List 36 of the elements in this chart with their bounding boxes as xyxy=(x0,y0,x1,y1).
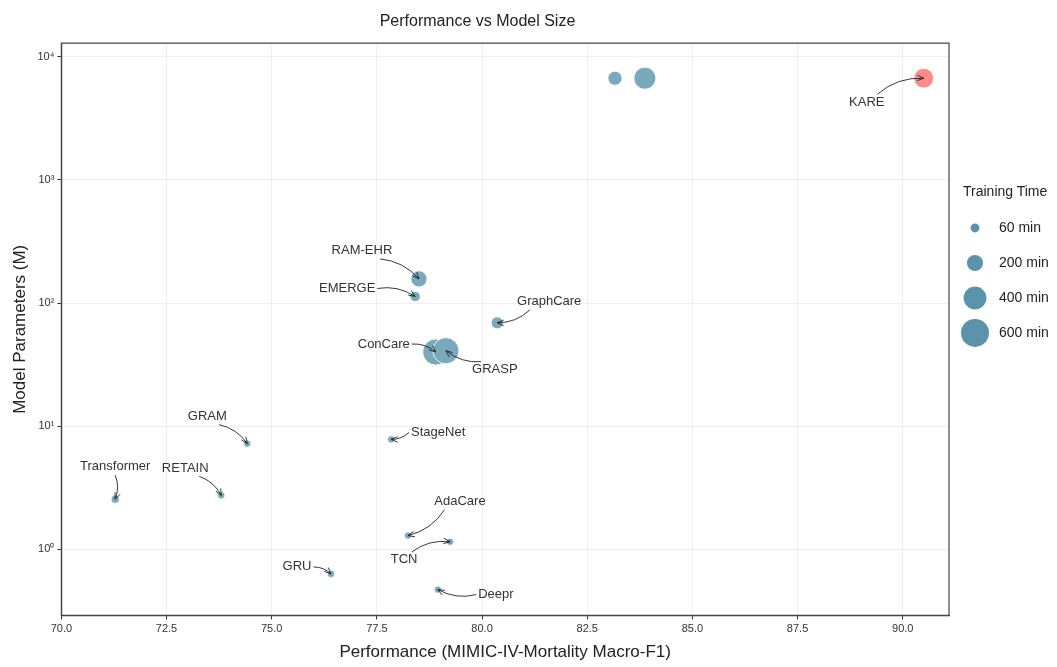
x-tick-label: 77.5 xyxy=(366,622,388,635)
y-tick-label: 10¹ xyxy=(38,419,55,432)
y-tick-label: 10² xyxy=(38,296,55,309)
annotation: Transformer xyxy=(80,457,152,473)
annotation: GRU xyxy=(282,558,312,574)
y-tick-label: 10⁴ xyxy=(37,49,55,62)
annotation: GraphCare xyxy=(517,293,582,309)
legend-label: 400 min xyxy=(999,288,1049,305)
annotation: AdaCare xyxy=(434,493,486,509)
x-tick-label: 72.5 xyxy=(155,622,178,635)
annotation: RETAIN xyxy=(161,459,209,475)
annotation: ConCare xyxy=(357,335,410,351)
x-tick-label: 90.0 xyxy=(892,622,914,635)
annotation: KARE xyxy=(849,93,885,109)
y-tick-label: 10⁰ xyxy=(38,542,55,555)
annotation: RAM-EHR xyxy=(331,242,393,258)
y-tick-label: 10³ xyxy=(38,172,55,185)
annotation: GRAM xyxy=(187,408,227,424)
y-axis-title: Model Parameters (M) xyxy=(9,244,29,414)
x-tick-label: 70.0 xyxy=(50,622,73,635)
x-axis-title: Performance (MIMIC-IV-Mortality Macro-F1) xyxy=(339,642,671,662)
annotation: TCN xyxy=(390,551,418,567)
annotation: GRASP xyxy=(472,361,518,377)
annotation: Deepr xyxy=(478,586,515,602)
annotation: StageNet xyxy=(411,423,466,439)
legend-title: Training Time xyxy=(963,182,1048,199)
legend-label: 600 min xyxy=(999,323,1049,340)
x-tick-label: 75.0 xyxy=(260,622,283,635)
x-tick-label: 85.0 xyxy=(681,622,704,635)
x-tick-label: 82.5 xyxy=(576,622,598,635)
x-tick-label: 80.0 xyxy=(471,622,493,635)
legend-label: 60 min xyxy=(999,218,1042,235)
chart-title: Performance vs Model Size xyxy=(379,12,576,30)
legend-label: 200 min xyxy=(999,253,1049,270)
x-tick-label: 87.5 xyxy=(786,622,809,635)
annotation: EMERGE xyxy=(318,280,376,296)
